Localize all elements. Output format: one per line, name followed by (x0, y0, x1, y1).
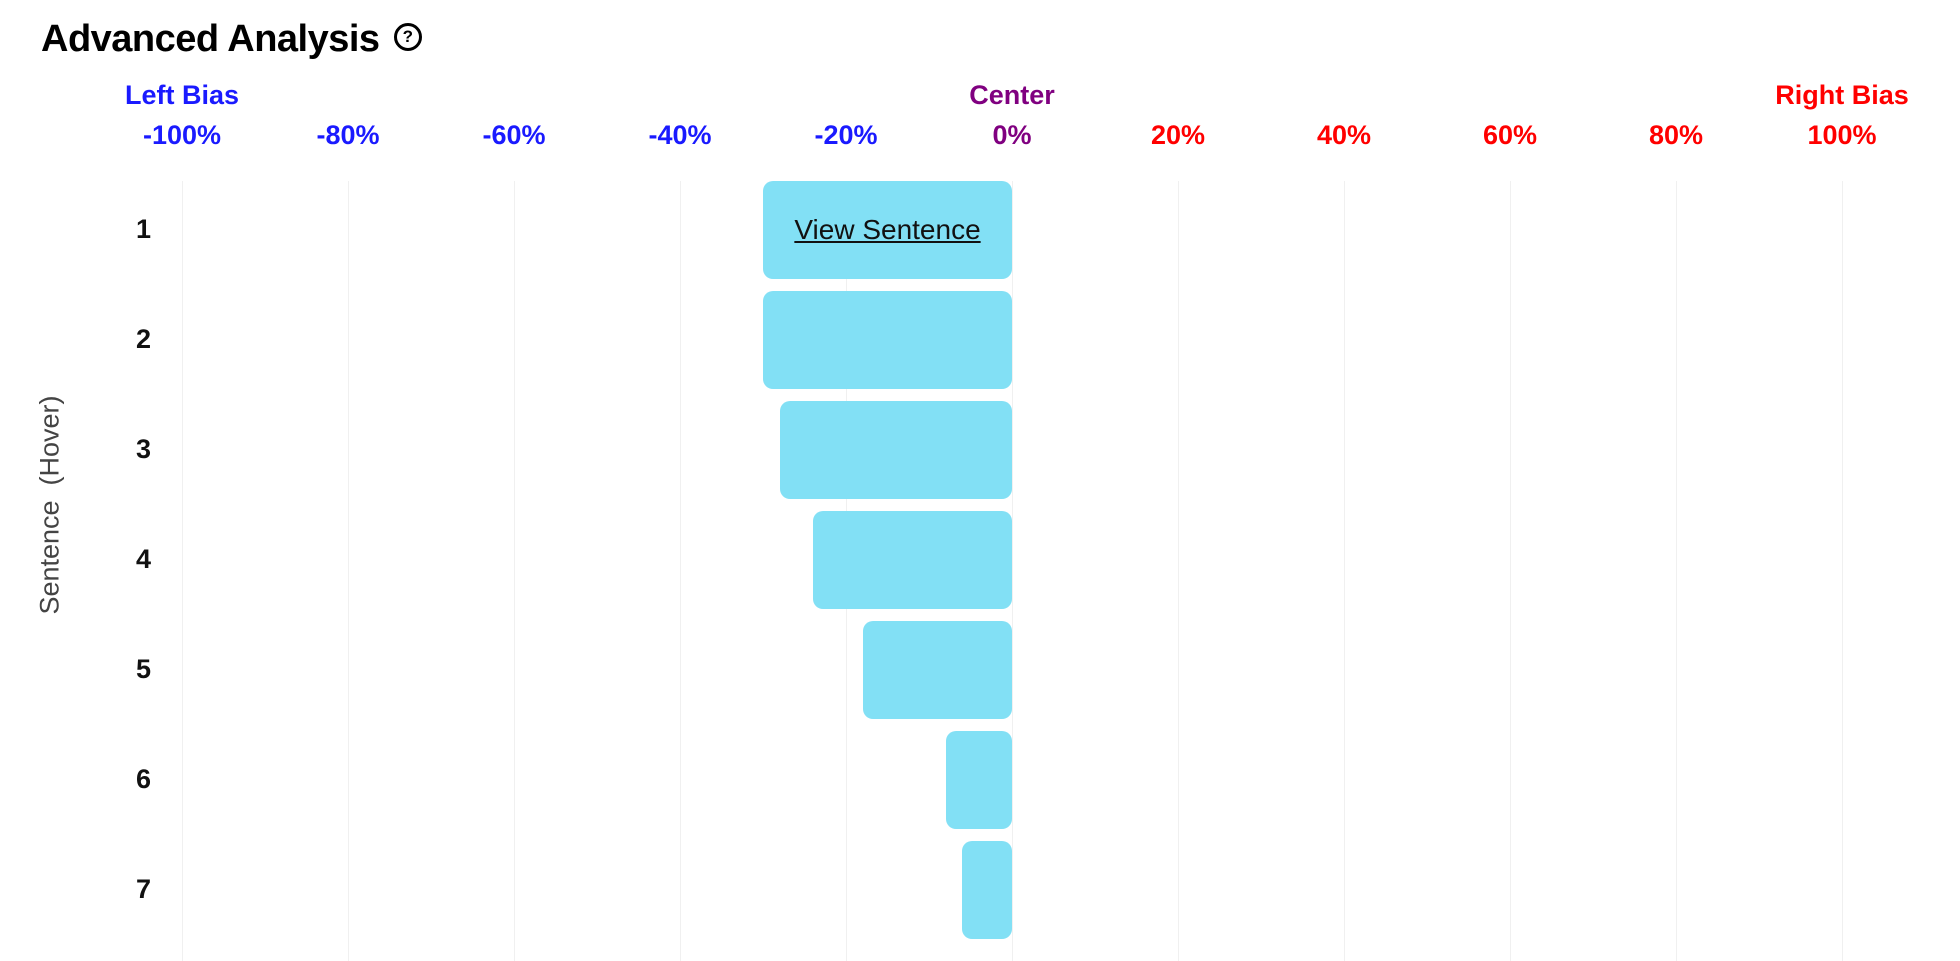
bar-sentence-7[interactable] (962, 841, 1012, 939)
gridline (182, 181, 183, 961)
gridline (1676, 181, 1677, 961)
y-axis-label: Sentence (Hover) (34, 395, 65, 615)
bar-sentence-4[interactable] (812, 511, 1012, 609)
row-label: 2 (136, 324, 152, 354)
row-label: 6 (136, 764, 152, 794)
title-text: Advanced Analysis (41, 18, 380, 60)
x-tick-label: 60% (1482, 120, 1538, 150)
gridline (1510, 181, 1511, 961)
bar-sentence-6[interactable] (945, 731, 1012, 829)
bar-sentence-2[interactable] (763, 291, 1012, 389)
x-tick-label: -100% (142, 120, 222, 150)
bar-sentence-3[interactable] (779, 401, 1012, 499)
x-tick-label: -80% (316, 120, 380, 150)
x-tick-label: 40% (1316, 120, 1372, 150)
row-label: 3 (136, 434, 152, 464)
help-icon[interactable]: ? (393, 22, 422, 51)
bar-sentence-1[interactable]: View Sentence (763, 181, 1012, 279)
x-tick-label: 0% (992, 120, 1032, 150)
x-tick-label: 20% (1150, 120, 1206, 150)
row-label: 1 (136, 214, 152, 244)
x-tick-label: -20% (814, 120, 878, 150)
region-label-left-bias: Left Bias (124, 80, 240, 110)
gridline (1178, 181, 1179, 961)
gridline (1012, 181, 1013, 961)
gridline (514, 181, 515, 961)
gridline (348, 181, 349, 961)
x-tick-label: 80% (1648, 120, 1704, 150)
bar-sentence-5[interactable] (862, 621, 1012, 719)
region-label-center: Center (969, 80, 1055, 110)
row-label: 7 (136, 874, 152, 904)
x-tick-label: 100% (1807, 120, 1877, 150)
row-label: 4 (136, 544, 152, 574)
view-sentence-link[interactable]: View Sentence (794, 214, 981, 245)
x-tick-label: -60% (482, 120, 546, 150)
row-label: 5 (136, 654, 152, 684)
gridline (1344, 181, 1345, 961)
gridline (680, 181, 681, 961)
region-label-right-bias: Right Bias (1775, 80, 1909, 110)
page-title: Advanced Analysis? (41, 18, 422, 61)
x-tick-label: -40% (648, 120, 712, 150)
gridline (1842, 181, 1843, 961)
